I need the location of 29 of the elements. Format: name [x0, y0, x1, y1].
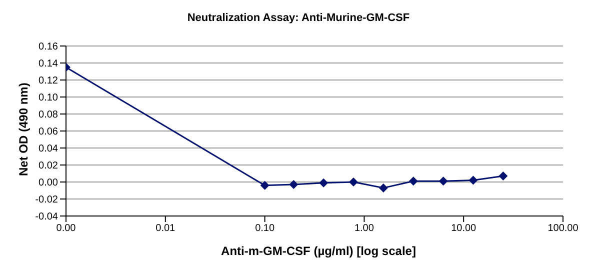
chart-title: Neutralization Assay: Anti-Murine-GM-CSF: [186, 11, 411, 26]
y-tick-label: 0.10: [38, 92, 58, 104]
y-tick-label: 0.14: [38, 58, 58, 70]
y-tick-label: 0.06: [38, 126, 58, 138]
point: [319, 178, 328, 188]
y-tick-label: 0.08: [38, 110, 58, 121]
y-tick-label: 0.12: [38, 76, 58, 87]
x-tick-label: 0.00: [56, 223, 76, 234]
point: [289, 180, 298, 190]
y-axis-title: Net OD (490 nm): [16, 82, 30, 176]
x-tick-label: 1.00: [354, 223, 374, 234]
x-tick-label: 0.01: [156, 223, 176, 234]
x-axis-title: Anti-m-GM-CSF (µg/ml) [log scale]: [220, 244, 417, 258]
point: [468, 176, 478, 185]
y-tick-label: 0.16: [38, 42, 58, 53]
x-tick-label: 0.10: [255, 223, 275, 234]
y-tick-label: 0.00: [38, 178, 58, 189]
point: [260, 180, 270, 190]
point: [408, 176, 418, 186]
y-tick-label: 0.04: [38, 144, 58, 155]
point: [438, 176, 448, 186]
x-tick-label: 10.00: [451, 223, 477, 234]
point: [348, 178, 358, 186]
y-tick-label: -0.04: [35, 212, 58, 223]
y-tick-label: 0.02: [38, 160, 58, 172]
point: [378, 183, 388, 192]
point: [498, 172, 508, 181]
y-tick-label: -0.02: [35, 194, 58, 206]
x-tick-label: 100.00: [548, 223, 579, 234]
